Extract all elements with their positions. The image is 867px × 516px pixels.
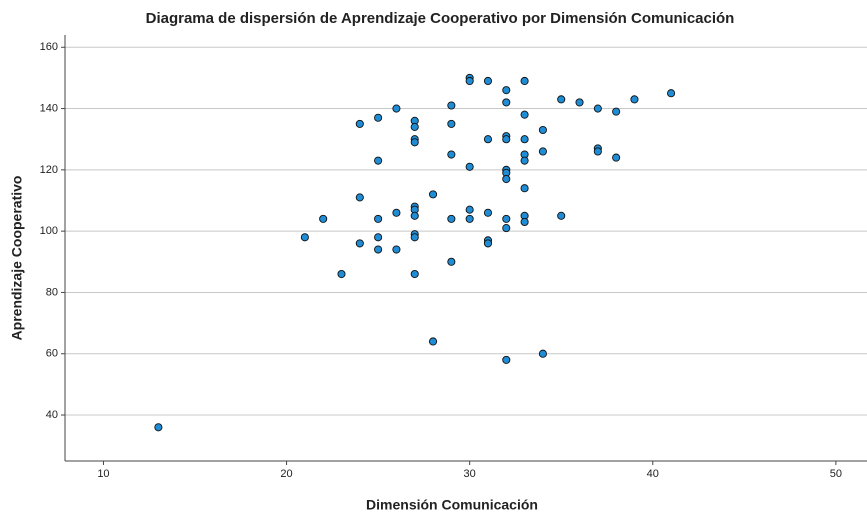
point: [612, 153, 621, 162]
x-tick-label: 50: [830, 468, 842, 480]
point: [374, 245, 383, 254]
point: [483, 239, 493, 248]
y-tick-label: 140: [40, 102, 58, 114]
point: [410, 211, 419, 220]
point: [538, 125, 547, 135]
point: [520, 110, 529, 119]
point: [483, 76, 493, 86]
point: [374, 113, 383, 122]
chart-title: Diagrama de dispersión de Aprendizaje Co…: [146, 10, 735, 27]
y-tick-label: 100: [40, 225, 58, 237]
point: [465, 162, 474, 171]
point: [447, 257, 456, 266]
point: [502, 135, 511, 144]
point: [447, 214, 456, 223]
point: [502, 98, 511, 107]
point: [502, 214, 511, 223]
point: [447, 150, 456, 159]
point: [428, 190, 438, 199]
point: [392, 208, 401, 217]
point: [520, 76, 529, 86]
y-axis-title: Aprendizaje Cooperativo: [9, 176, 25, 341]
point: [465, 76, 474, 86]
x-tick-label: 20: [280, 468, 292, 480]
y-tick-label: 60: [46, 348, 58, 360]
point: [319, 214, 328, 223]
point: [483, 208, 493, 217]
point: [355, 239, 364, 248]
point: [520, 156, 529, 165]
y-tick-label: 160: [40, 41, 58, 53]
y-tick-label: 40: [46, 409, 58, 421]
point: [612, 107, 621, 116]
point: [300, 233, 309, 242]
point: [557, 95, 566, 104]
point: [355, 193, 364, 202]
point: [447, 101, 456, 110]
point: [374, 156, 383, 165]
x-tick-label: 40: [647, 468, 659, 480]
point: [538, 147, 547, 156]
point: [410, 138, 419, 147]
point: [593, 147, 602, 156]
point: [502, 174, 511, 184]
point: [667, 89, 676, 98]
point: [410, 233, 419, 242]
y-tick-label: 120: [40, 164, 58, 176]
x-tick-label: 30: [464, 468, 476, 480]
point: [538, 349, 547, 358]
point: [374, 214, 383, 223]
point: [410, 122, 419, 131]
point: [502, 355, 511, 364]
point: [483, 135, 493, 144]
point: [502, 224, 511, 233]
point: [355, 119, 364, 128]
point: [520, 135, 529, 144]
point: [593, 104, 602, 113]
point: [575, 98, 584, 107]
point: [392, 104, 401, 113]
point: [447, 119, 456, 128]
point: [374, 233, 383, 242]
point: [392, 245, 401, 254]
point: [410, 270, 419, 279]
x-tick-label: 10: [97, 468, 109, 480]
point: [465, 214, 474, 223]
x-axis-title: Dimensión Comunicación: [366, 497, 538, 513]
point: [154, 423, 163, 432]
point: [337, 270, 346, 279]
point: [557, 211, 566, 220]
point: [630, 95, 639, 104]
point: [520, 184, 529, 193]
point: [465, 205, 474, 214]
point: [428, 337, 438, 346]
y-tick-label: 80: [46, 286, 58, 298]
point: [502, 86, 511, 95]
point: [520, 217, 529, 226]
